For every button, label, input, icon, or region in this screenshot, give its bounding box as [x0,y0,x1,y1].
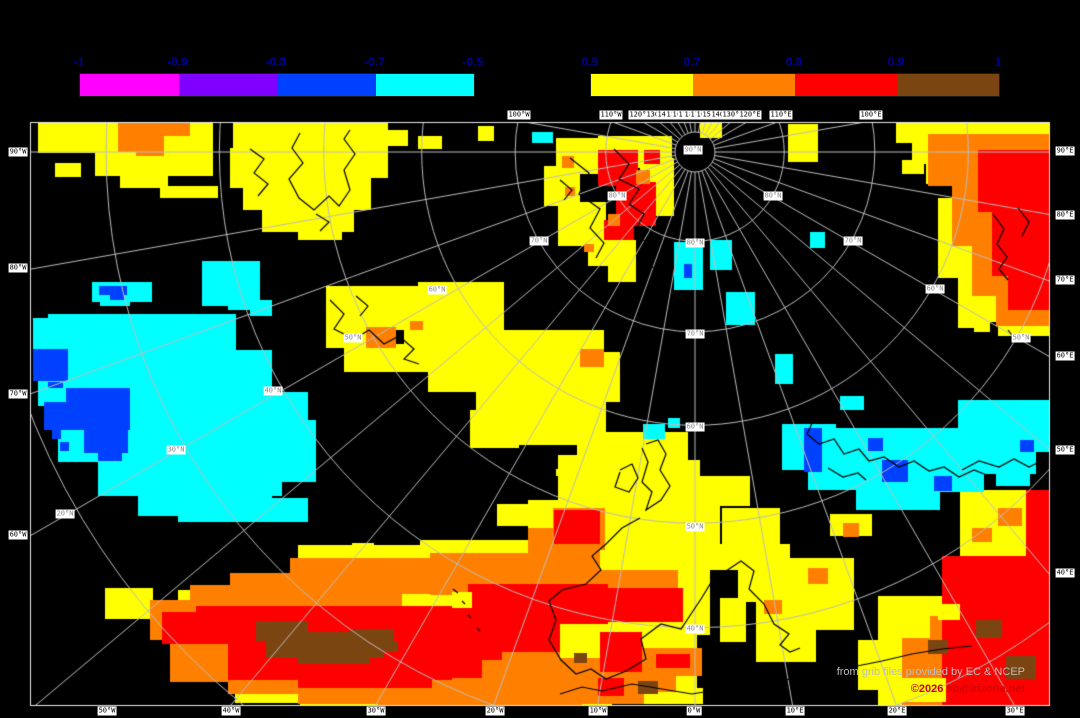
colorbar-positive-ticks: 0.5 0.7 0.8 0.9 1 [582,55,1002,69]
latitude-label: 20°N [55,509,75,519]
colorbar-segment [591,74,693,96]
colorbar-segment [178,74,277,96]
colorbar-segment [277,74,376,96]
longitude-label: 30°E [1005,706,1025,716]
colorbar-tick-label: 0.5 [581,55,599,69]
longitude-label: 90°E [1055,146,1075,156]
latitude-label: 40°N [685,624,705,634]
longitude-label: 100°E [859,110,883,120]
longitude-label: 80°W [8,263,28,273]
colorbar-positive [590,73,1000,97]
longitude-label: 120°W [628,110,652,120]
latitude-label: 80°N [607,191,627,201]
copyright-watermark: ©2026 sb@irizone.net [910,683,1025,695]
data-source-credit: from grib files provided by EC & NCEP [836,666,1025,678]
longitude-label: 0°W [686,706,702,716]
latitude-label: 30°N [166,445,186,455]
latitude-label: 60°N [925,284,945,294]
colorbar-tick-label: 0.8 [785,55,803,69]
colorbar-tick-label: -0.5 [462,55,484,69]
colorbar-tick-label: -0.7 [364,55,385,69]
latitude-label: 60°N [685,422,705,432]
longitude-label: 50°E [1055,445,1075,455]
longitude-label: 10°E [785,706,805,716]
longitude-label: 20°W [485,706,505,716]
colorbar-tick-label: -1 [73,55,85,69]
longitude-label: 80°E [1055,210,1075,220]
latitude-label: 70°N [529,236,549,246]
colorbar-tick-label: 1 [994,55,1002,69]
latitude-label: 40°N [263,386,283,396]
colorbar-tick-label: -0.9 [167,55,188,69]
latitude-label: 50°N [1011,333,1031,343]
latitude-label: 70°N [843,236,863,246]
longitude-label: 40°W [221,706,241,716]
colorbar-negative [79,73,475,97]
longitude-label: 130°E [721,110,745,120]
colorbar-tick-label: 0.9 [887,55,905,69]
longitude-label: 100°W [507,110,531,120]
latitude-label: 50°N [685,522,705,532]
latitude-label: 80°N [763,191,783,201]
latitude-label: 60°N [427,285,447,295]
colorbar-tick-label: 0.7 [683,55,701,69]
longitude-label: 110°W [599,110,623,120]
longitude-label: 50°W [97,706,117,716]
longitude-label: 30°W [366,706,386,716]
longitude-label: 60°W [8,530,28,540]
longitude-label: 120°E [738,110,762,120]
latitude-label: 80°N [685,238,705,248]
colorbar-negative-ticks: -1 -0.9 -0.8 -0.7 -0.5 [74,55,484,69]
longitude-label: 10°W [588,706,608,716]
longitude-label: 70°E [1055,275,1075,285]
longitude-label: 110°E [769,110,793,120]
colorbar-segment [80,74,179,96]
longitude-label: 60°E [1055,351,1075,361]
colorbar-segment [693,74,795,96]
colorbar-tick-label: -0.8 [265,55,287,69]
longitude-label: 90°W [8,147,28,157]
latitude-label: 70°N [685,329,705,339]
colorbar-segment [795,74,897,96]
longitude-label: 20°E [887,706,907,716]
longitude-label: 70°W [8,389,28,399]
colorbar-segment [897,74,999,96]
colorbar-segment [375,74,474,96]
longitude-label: 40°E [1055,568,1075,578]
latitude-label: 50°N [343,333,363,343]
latitude-label: 90°N [683,145,703,155]
